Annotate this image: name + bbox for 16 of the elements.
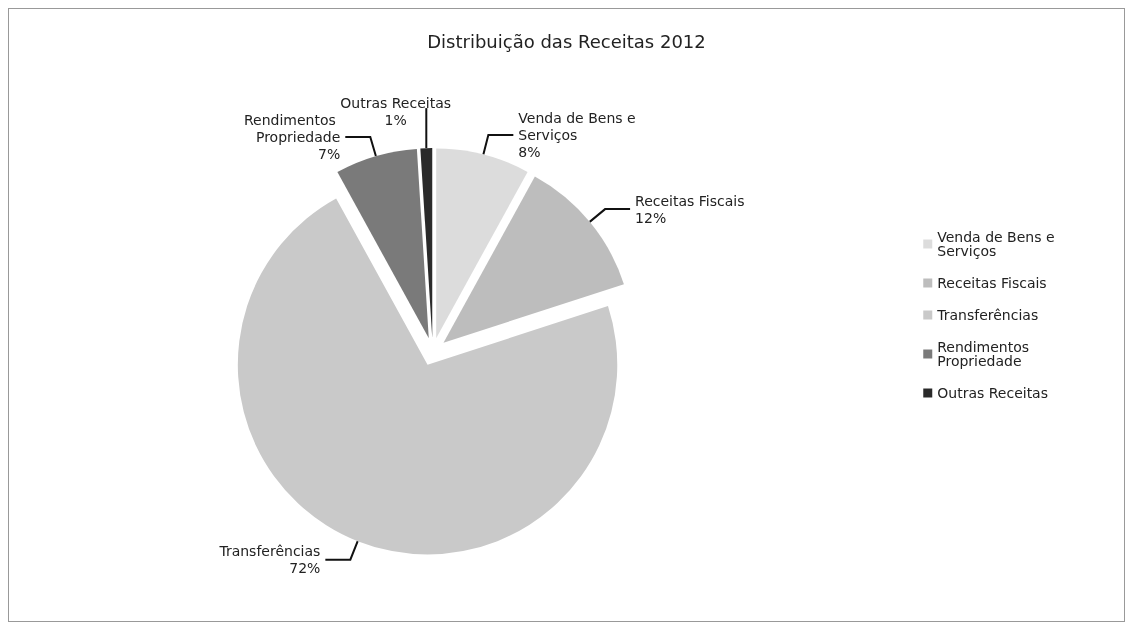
- data-label: 8%: [518, 144, 541, 161]
- legend-label: Outras Receitas: [937, 385, 1049, 401]
- legend-label: Receitas Fiscais: [937, 275, 1047, 291]
- chart-title: Distribuição das Receitas 2012: [427, 30, 706, 52]
- data-label: 72%: [289, 560, 321, 577]
- slice-label: Outras Receitas: [340, 94, 452, 111]
- data-label: 7%: [318, 145, 341, 162]
- slice-label: Venda de Bens e Serviços: [518, 110, 641, 144]
- legend-label: Venda de Bens e Serviços: [937, 229, 1060, 259]
- data-label: 12%: [635, 209, 667, 226]
- slice-label: Rendimentos Propriedade: [243, 111, 341, 145]
- data-label: 1%: [384, 111, 407, 128]
- slice-label: Transferências: [218, 543, 321, 560]
- slice-label: Receitas Fiscais: [635, 192, 745, 209]
- legend-label: Rendimentos Propriedade: [937, 339, 1034, 369]
- legend-label: Transferências: [936, 307, 1039, 323]
